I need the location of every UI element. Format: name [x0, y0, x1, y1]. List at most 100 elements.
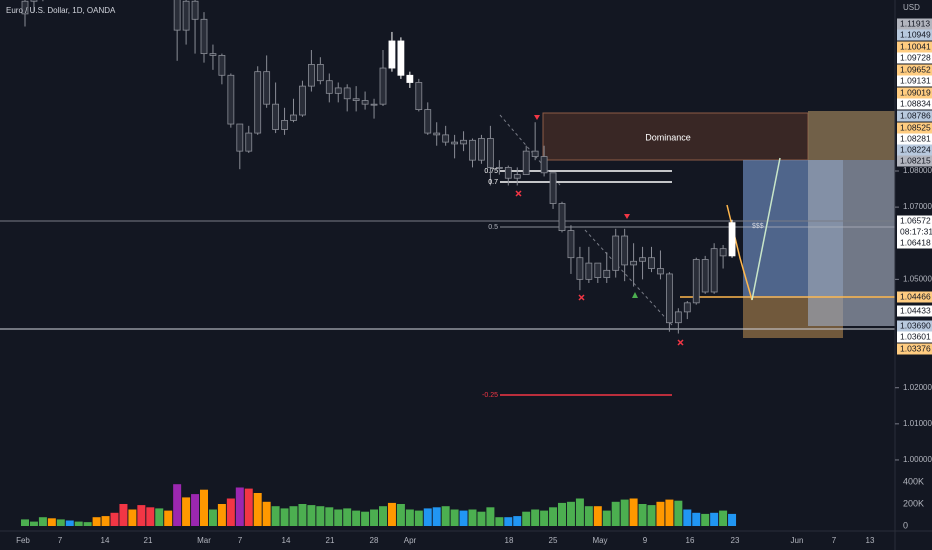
volume-bar [495, 517, 504, 526]
fib-label: 0.7 [488, 179, 498, 186]
price-tag [897, 18, 932, 30]
zone-label: Dominance [645, 132, 691, 142]
volume-bar [602, 510, 611, 526]
date-label: 16 [686, 536, 695, 545]
price-tag [897, 87, 932, 99]
candle-body [603, 269, 611, 278]
candle-body [648, 257, 655, 269]
candle-body [173, 0, 181, 31]
price-tag-label: 1.08224 [900, 144, 931, 154]
volume-bar [728, 513, 737, 526]
candle-body [397, 40, 405, 76]
volume-bar [719, 510, 728, 526]
candle-body [621, 235, 629, 266]
candle-body [657, 268, 664, 275]
volume-bar [405, 509, 414, 526]
date-label: 14 [101, 536, 110, 545]
candle-body [701, 259, 709, 293]
volume-bar [692, 512, 701, 526]
price-tick-label: 1.01000 [903, 419, 932, 428]
volume-bar [656, 501, 665, 526]
candle-body [30, 0, 38, 2]
price-tick-label: 1.00000 [903, 455, 932, 464]
volume-bar [191, 494, 200, 526]
volume-bar [620, 499, 629, 526]
candle-body [495, 166, 503, 169]
candle-body [361, 100, 369, 105]
volume-bar [47, 518, 56, 526]
price-tag [897, 41, 932, 53]
date-label: 23 [731, 536, 740, 545]
price-tag [897, 98, 932, 110]
price-tag-label: 1.03690 [900, 320, 931, 330]
candle-body [469, 139, 476, 161]
volume-bar [298, 504, 307, 526]
price-tag [897, 155, 932, 167]
price-tick-label: 1.02000 [903, 383, 932, 392]
candle-body [486, 138, 494, 168]
price-tag [897, 64, 932, 76]
volume-bar [629, 498, 638, 526]
date-label: Jun [791, 536, 804, 545]
volume-bar [21, 519, 29, 526]
price-tag-label: 1.06418 [900, 237, 931, 247]
price-tag-label: 1.09131 [900, 75, 931, 85]
candle-body [316, 64, 324, 82]
volume-bar [647, 505, 656, 526]
candle-body [254, 71, 262, 134]
zone-extension [808, 111, 895, 160]
candle-body [424, 109, 432, 134]
volume-bar [352, 510, 361, 526]
date-label: 28 [370, 536, 379, 545]
volume-bar [683, 509, 692, 526]
fib-label: -0.25 [482, 392, 498, 399]
volume-bar [173, 484, 182, 526]
volume-bar [387, 502, 396, 526]
liquidity-label: $$$ [752, 223, 764, 230]
price-tag-label: 1.10949 [900, 29, 931, 39]
candle-body [585, 262, 593, 280]
volume-bar [504, 517, 513, 526]
candle-body [433, 132, 441, 136]
candle-body [388, 40, 396, 69]
candle-body [594, 262, 602, 278]
volume-bar [379, 506, 387, 526]
candle-body [343, 87, 351, 100]
volume-bar [253, 493, 262, 526]
price-tag-label: 1.04466 [900, 291, 931, 301]
volume-bar [566, 501, 575, 526]
volume-bar [137, 505, 146, 526]
x-markers [515, 190, 684, 346]
candle-body [218, 55, 226, 76]
volume-bar [432, 507, 441, 526]
volume-tick-label: 200K [903, 498, 924, 508]
volume-bar [110, 512, 119, 526]
volume-bar [423, 508, 432, 526]
volume-bar [710, 512, 719, 526]
candle-body [522, 150, 530, 176]
volume-bar [182, 497, 191, 526]
volume-bar [674, 500, 683, 526]
candle-body [290, 114, 297, 121]
volume-bar [65, 520, 74, 526]
volume-bar [334, 509, 343, 526]
price-tag [897, 226, 932, 238]
volume-bar [226, 498, 235, 526]
date-label: 13 [866, 536, 875, 545]
candle-body [558, 203, 566, 231]
price-tag-label: 1.08281 [900, 133, 931, 143]
candle-body [334, 87, 342, 94]
volume-bar [638, 504, 647, 526]
price-tag [897, 133, 932, 145]
candle-body [370, 103, 378, 106]
candle-body [245, 132, 253, 152]
projection-zone [808, 160, 895, 326]
price-tag [897, 110, 932, 122]
volume-bar [29, 521, 38, 526]
candle-body [728, 222, 736, 257]
volume-bar [200, 489, 208, 526]
volume-bar [513, 516, 522, 526]
candle-body [182, 0, 190, 31]
volume-bar [244, 488, 253, 526]
